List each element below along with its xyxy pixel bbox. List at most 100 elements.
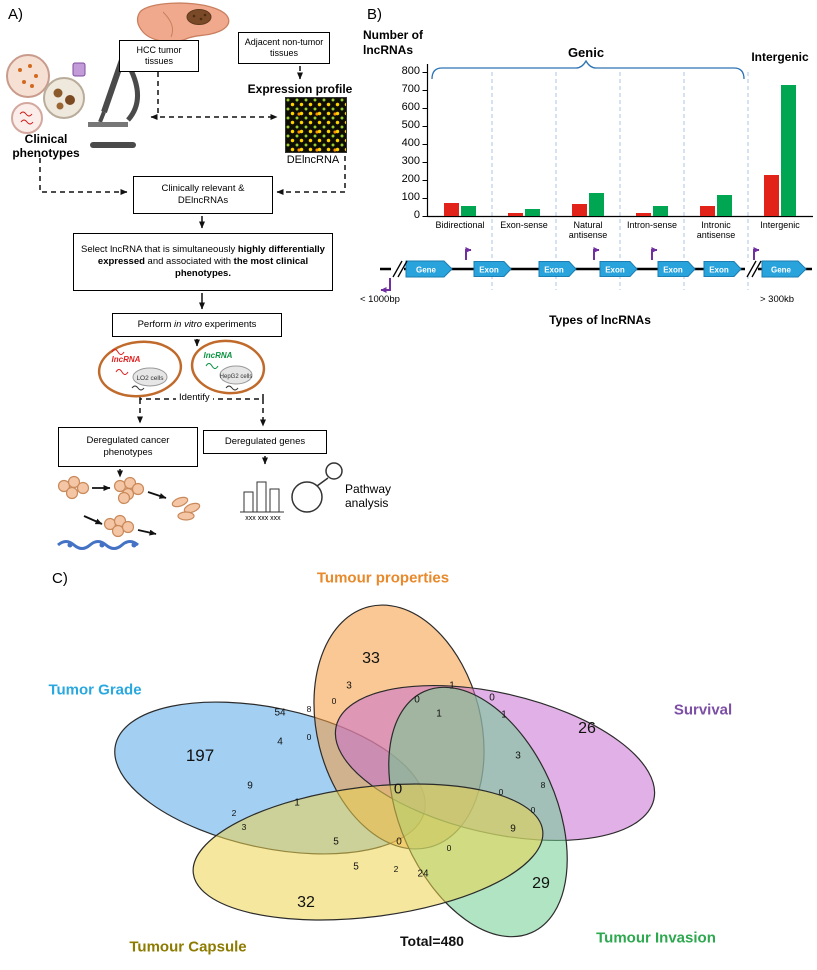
select-text-2: and associated with	[144, 256, 234, 268]
venn-region-value: 0	[489, 692, 495, 704]
venn-region-value: 1	[436, 708, 442, 720]
hepg2-cells-label: HepG2 cells	[220, 374, 253, 380]
region-count-tumour-properties: 33	[362, 650, 380, 667]
set-label-tumour-capsule: Tumour Capsule	[129, 938, 247, 956]
pathway-network-icon	[291, 462, 343, 513]
exon-box	[538, 261, 577, 277]
intergenic-label: Intergenic	[751, 50, 809, 64]
venn-region-value: 8	[540, 780, 546, 790]
exon-label: Exon	[544, 266, 564, 275]
y-tick-300: 300	[401, 155, 420, 167]
region-count-center: 0	[393, 780, 403, 798]
line-break-marks	[391, 260, 762, 278]
bar-group-intronic-antisense	[700, 195, 732, 216]
perform-experiments-box: Perform in vitro experiments	[112, 313, 282, 337]
lo2-cells-label: LO2 cells	[136, 375, 164, 382]
category-label-exon-sense: Exon-sense	[500, 220, 548, 230]
clinically-relevant-text: Clinically relevant & DElncRNAs	[161, 183, 245, 206]
region-count-tumor-grade: 197	[185, 746, 215, 765]
venn-region-value: 9	[247, 780, 253, 792]
distance-label-right: > 300kb	[760, 294, 795, 305]
perform-text-1: Perform	[137, 319, 175, 331]
genic-bracket	[431, 59, 745, 80]
venn-region-value: 0	[306, 732, 312, 742]
category-label-intergenic: Intergenic	[760, 220, 800, 230]
deregulated-genes-text: Deregulated genes	[224, 436, 306, 448]
total-label: Total=480	[400, 933, 464, 949]
promoter-arrow-icon	[593, 247, 600, 260]
venn-ellipse-tumour-capsule	[192, 783, 544, 921]
liver-illustration	[136, 2, 230, 43]
gene-box	[761, 260, 807, 278]
region-count-tumour-invasion: 29	[532, 875, 550, 892]
venn-ellipse-survival	[334, 684, 656, 842]
bar-group-natural-antisense	[572, 192, 604, 216]
clinically-relevant-box: Clinically relevant & DElncRNAs	[133, 176, 273, 214]
bar-green-Intronic antisense	[717, 195, 732, 216]
cancer-cells-illustration	[57, 475, 201, 550]
bar-red-Intergenic	[764, 174, 779, 216]
chart-axes	[422, 64, 813, 218]
venn-ellipse-tumour-properties	[313, 604, 485, 850]
perform-experiments-text: Perform in vitro experiments	[138, 319, 257, 331]
bar-green-Intergenic	[781, 84, 796, 216]
y-tick-100: 100	[401, 191, 420, 203]
select-bold-1: highly differentially expressed	[97, 244, 325, 268]
venn-diagram	[114, 604, 656, 938]
distance-label-left: < 1000bp	[360, 294, 400, 305]
adjacent-non-tumor-box: Adjacent non-tumor tissues	[238, 32, 330, 64]
promoter-arrow-icon	[380, 278, 391, 293]
bar-red-Natural antisense	[572, 204, 587, 216]
lo2-cell-illustration: LO2 cells lncRNA	[97, 340, 183, 398]
set-label-tumour-invasion: Tumour Invasion	[596, 929, 716, 947]
y-tick-200: 200	[401, 173, 420, 185]
bar-green-Bidirectional	[461, 206, 476, 216]
deregulated-genes-box: Deregulated genes	[203, 430, 327, 454]
category-label-natural-antisense: Natural antisense	[568, 220, 608, 240]
select-bold-2: the most clinical phenotypes.	[175, 256, 309, 279]
venn-ellipse-tumor-grade	[114, 701, 426, 855]
exon-box	[657, 261, 696, 277]
venn-region-value: 0	[530, 805, 536, 815]
exon-label: Exon	[663, 266, 683, 275]
mini-bar-chart-icon	[240, 481, 284, 513]
venn-region-value: 4	[277, 736, 283, 748]
xxx-axis-label: xxx xxx xxx	[245, 515, 281, 522]
venn-region-value: 0	[331, 696, 337, 706]
venn-region-value: 5	[353, 861, 359, 873]
identify-label: Identify	[176, 392, 213, 404]
category-label-intron-sense: Intron-sense	[626, 220, 678, 230]
gene-label: Gene	[416, 266, 437, 275]
category-label-bidirectional: Bidirectional	[435, 220, 485, 230]
bar-green-Exon-sense	[525, 208, 540, 216]
y-tick-500: 500	[401, 119, 420, 131]
panel-a-label: A)	[8, 6, 23, 23]
select-lncrna-box: Select lncRNA that is simultaneously hig…	[73, 233, 333, 291]
clinical-phenotypes-label: Clinical phenotypes	[12, 132, 80, 161]
lo2-lncrna-label: lncRNA	[112, 355, 141, 364]
bar-red-Intronic antisense	[700, 206, 715, 216]
select-l ncrna-text: Select lncRNA that is simultaneously hig…	[78, 244, 328, 280]
venn-region-value: 2	[231, 808, 237, 818]
set-label-tumour-properties: Tumour properties	[316, 569, 450, 587]
gene-structure-schematic: Gene Exon Exon Exon Exon Exon Gene	[380, 247, 812, 293]
gene-box	[405, 260, 453, 278]
set-label-survival: Survival	[673, 701, 733, 719]
select-text-1: Select lncRNA that is simultaneously	[81, 244, 238, 256]
panel-c-label: C)	[52, 570, 68, 587]
bar-red-Intron-sense	[636, 213, 651, 216]
deregulated-phenotypes-box: Deregulated cancer phenotypes	[58, 427, 198, 467]
exon-label: Exon	[605, 266, 625, 275]
delncrna-label: DElncRNA	[286, 154, 340, 166]
venn-ellipse-tumour-invasion	[388, 686, 568, 938]
venn-region-value: 1	[294, 797, 300, 809]
deregulated-phenotypes-text: Deregulated cancer phenotypes	[86, 435, 170, 458]
perform-text-2: experiments	[202, 319, 257, 331]
y-tick-600: 600	[401, 101, 420, 113]
venn-region-value: 9	[510, 823, 516, 835]
venn-region-value: 3	[515, 750, 521, 762]
category-separators	[491, 72, 749, 290]
category-label-intronic-antisense: Intronic antisense	[696, 220, 736, 240]
promoter-arrow-icon	[753, 247, 760, 260]
hepg2-lncrna-label: lncRNA	[204, 351, 233, 360]
